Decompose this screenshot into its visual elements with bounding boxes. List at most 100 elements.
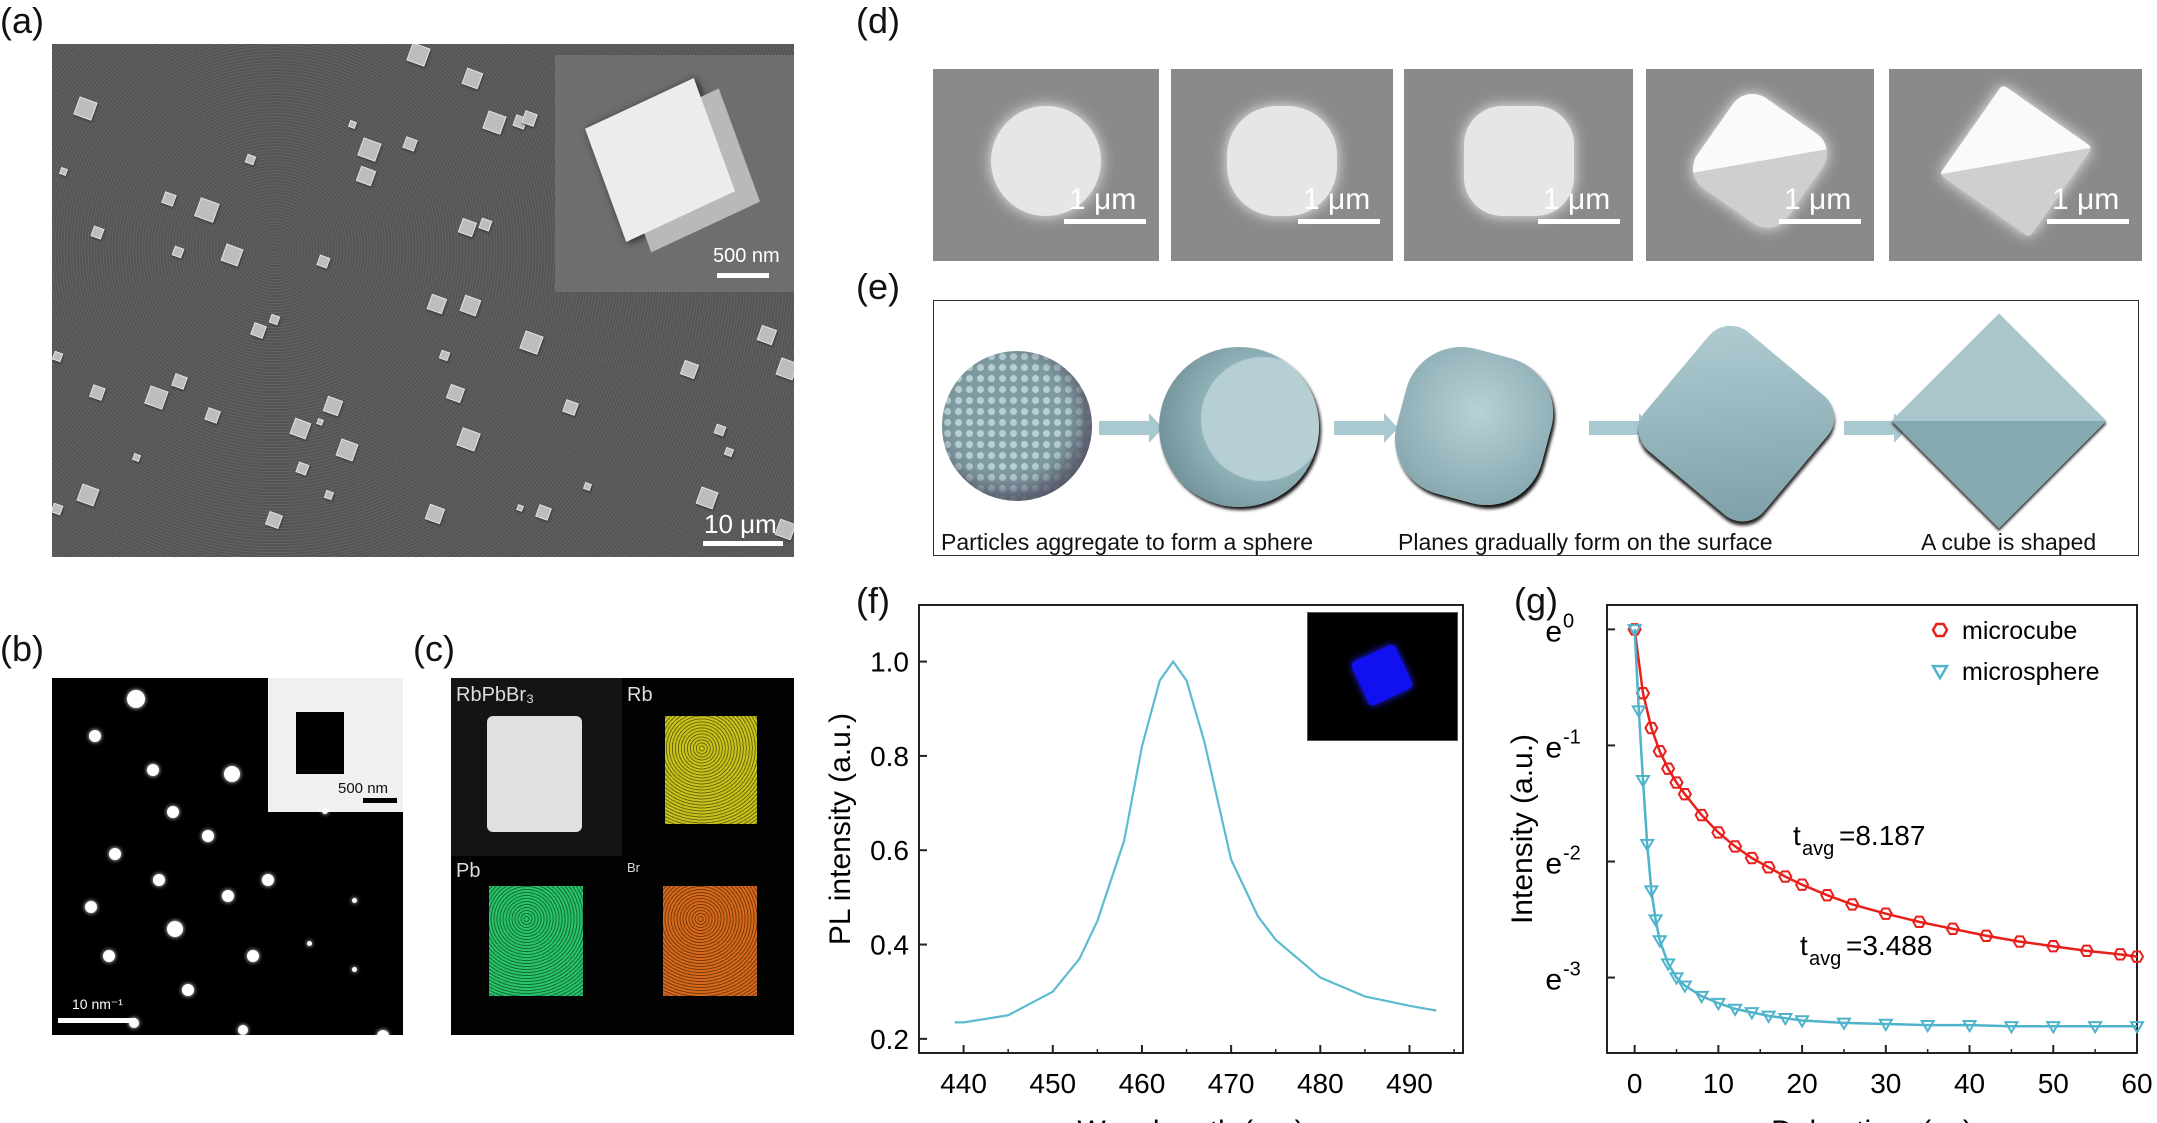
eds-map-br: Br <box>622 856 794 1035</box>
diffraction-spot <box>262 874 274 886</box>
scale-bar <box>1779 219 1861 224</box>
rounded-cube-shape <box>1382 334 1566 518</box>
x-tick-label: 470 <box>1208 1068 1255 1099</box>
inset-scale-text: 500 nm <box>713 245 780 267</box>
microcube-particle <box>245 154 257 166</box>
x-tick-label: 10 <box>1703 1068 1734 1099</box>
x-tick-label: 60 <box>2121 1068 2152 1099</box>
scale-text: 10 nm⁻¹ <box>72 996 123 1012</box>
sem-tile-stage-3: 1 μm <box>1404 69 1633 261</box>
x-tick-label: 50 <box>2038 1068 2069 1099</box>
panel-label-c: (c) <box>413 628 455 669</box>
scale-text: 1 μm <box>2052 183 2120 216</box>
sem-inset-single-cube: 500 nm <box>555 55 794 292</box>
microcube-data-point <box>1761 861 1776 874</box>
cube-shape <box>1891 313 2107 529</box>
microcube-particle <box>194 197 220 223</box>
diffraction-spot <box>222 890 234 902</box>
y-tick-exponent: -3 <box>1563 959 1581 981</box>
tavg-value: =8.187 <box>1839 820 1925 851</box>
tavg-symbol: t <box>1800 930 1808 961</box>
arrow-icon <box>1844 413 1908 443</box>
particle-shape <box>991 106 1101 217</box>
x-axis-label: Delay time (ns) <box>1771 1115 1973 1123</box>
panel-label-d: (d) <box>856 0 900 41</box>
microcube-particle <box>438 349 451 362</box>
x-tick-label: 490 <box>1386 1068 1433 1099</box>
microcube-particle <box>446 384 466 404</box>
diffraction-spot <box>182 984 194 996</box>
y-tick-exponent: 0 <box>1563 610 1574 632</box>
y-tick-label: 0.2 <box>870 1024 909 1055</box>
particle-aggregate-sphere <box>942 351 1092 501</box>
y-tick-label: e <box>1545 615 1562 648</box>
microsphere-data-point <box>1626 624 1643 638</box>
microcube-particle <box>268 313 281 325</box>
eds-map-rb: Rb <box>622 678 794 856</box>
panel-label-a: (a) <box>0 0 44 41</box>
y-tick-label: 0.4 <box>870 930 909 961</box>
pl-spectrum-line <box>954 659 1437 1024</box>
microcube-particle <box>402 135 418 152</box>
microcube-data-point <box>1694 808 1709 822</box>
microcube-data-point <box>1794 878 1810 891</box>
tem-inset: 500 nm <box>268 678 403 812</box>
x-tick-label: 460 <box>1119 1068 1166 1099</box>
fluorescence-inset <box>1307 612 1458 741</box>
microcube-particle <box>478 217 493 232</box>
microcube-particle <box>335 438 359 463</box>
microcube-particle <box>144 385 169 410</box>
diffraction-pattern: 500 nm 10 nm⁻¹ <box>52 678 403 1042</box>
scale-bar <box>703 541 783 546</box>
x-tick-label: 450 <box>1029 1068 1076 1099</box>
microcube-particle <box>316 254 331 269</box>
microcube-particle <box>457 217 477 237</box>
y-tick-label: 0.6 <box>870 835 909 866</box>
diffraction-spot <box>109 848 121 860</box>
diffraction-spot <box>307 941 312 946</box>
cube-shape <box>585 78 735 242</box>
microcube-particle <box>756 324 777 345</box>
y-tick-label: 1.0 <box>870 647 909 678</box>
sphere-shape <box>1159 347 1319 507</box>
sem-tile-stage-4: 1 μm <box>1646 69 1874 261</box>
diffraction-spot <box>129 1018 139 1028</box>
diffraction-spot <box>167 921 183 937</box>
diffraction-spot <box>89 730 101 742</box>
microcube-data-point <box>1778 870 1793 883</box>
arrow-icon <box>1589 413 1653 443</box>
microcube-particle <box>519 330 544 355</box>
legend-marker-microcube <box>1931 622 1949 638</box>
tavg-symbol: t <box>1793 820 1801 851</box>
tavg-subscript: avg <box>1809 948 1841 970</box>
microcube-data-point <box>1845 898 1860 911</box>
microcube-data-point <box>1912 915 1927 929</box>
eds-map-rbpbbr3: RbPbBr₃ <box>451 678 622 856</box>
scale-text: 1 μm <box>1543 183 1611 216</box>
microcube-particle <box>295 461 309 475</box>
diffraction-spot <box>352 898 357 903</box>
map-particle <box>487 716 582 832</box>
growth-schematic: Particles aggregate to form a sphere Pla… <box>933 300 2139 556</box>
caption-planes: Planes gradually form on the surface <box>1398 529 1773 555</box>
caption-cube: A cube is shaped <box>1921 529 2097 555</box>
microcube-particle <box>171 245 185 259</box>
y-tick-label: 0.8 <box>870 741 909 772</box>
sem-tile-stage-1: 1 μm <box>933 69 1159 261</box>
microcube-particle <box>322 395 344 416</box>
microcube-particle <box>561 399 579 416</box>
sem-image-microcubes: 500 nm 10 μm <box>52 44 794 557</box>
scale-bar <box>2047 219 2129 224</box>
arrow-icon <box>1334 413 1398 443</box>
y-tick-label: e <box>1545 731 1562 764</box>
microcube-particle <box>89 384 106 401</box>
y-tick-label: e <box>1545 847 1562 880</box>
panel-label-f: (f) <box>856 580 890 621</box>
particle-shape <box>1463 106 1574 217</box>
microcube-particle <box>424 503 445 524</box>
scale-bar <box>1064 219 1146 224</box>
legend-label: microsphere <box>1962 658 2100 686</box>
microcube-particle <box>456 426 481 452</box>
microsphere-fit-line <box>1633 629 2137 1028</box>
scale-bar <box>58 1018 136 1023</box>
